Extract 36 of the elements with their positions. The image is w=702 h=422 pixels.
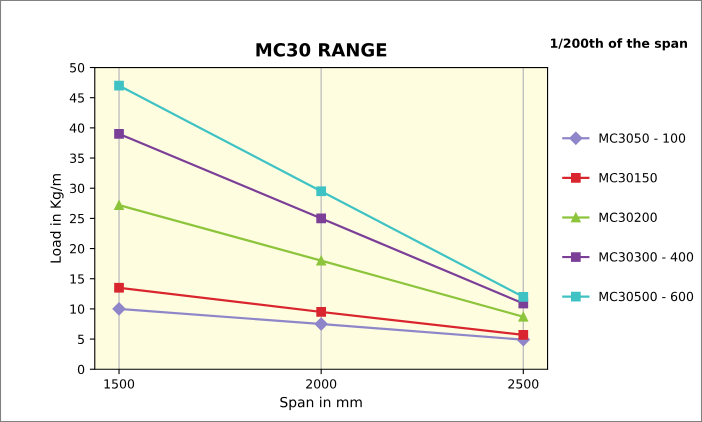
x-tick-label: 1500 (104, 379, 134, 389)
y-tick-label: 25 (70, 214, 84, 224)
point (316, 256, 326, 266)
y-tick-label: 15 (70, 274, 84, 284)
point (114, 129, 124, 139)
point (316, 186, 326, 196)
point (114, 200, 124, 210)
y-tick-label: 0 (78, 364, 84, 374)
legend-label: MC30150 (600, 172, 657, 182)
point (112, 302, 126, 316)
point (316, 214, 326, 224)
point (114, 80, 124, 90)
point (518, 312, 528, 322)
x-tick-label: 2500 (508, 379, 538, 389)
point (316, 307, 326, 317)
x-tick-label: 2000 (306, 379, 336, 389)
legend-label: MC3050 - 100 (600, 133, 686, 143)
legend-label: MC30300 - 400 (600, 252, 694, 262)
y-tick-label: 30 (70, 184, 84, 194)
y-tick-label: 35 (70, 154, 84, 163)
y-tick-label: 50 (70, 62, 84, 72)
legend-label: MC30500 - 600 (600, 292, 694, 302)
y-tick-label: 5 (78, 334, 84, 344)
legend-label: MC30200 (600, 212, 657, 222)
chart-title: MC30 RANGE (256, 43, 386, 57)
point (114, 282, 124, 293)
y-axis-title: Load in Kg/m (50, 174, 64, 262)
y-tick-label: 20 (70, 244, 84, 254)
y-tick-label: 40 (70, 123, 84, 133)
x-axis-title: Span in mm (280, 396, 362, 410)
point (518, 330, 528, 340)
y-tick-label: 45 (70, 93, 84, 103)
y-tick-label: 10 (70, 304, 84, 314)
text: 1/200th of the span (550, 38, 687, 50)
point (314, 317, 328, 331)
point (518, 292, 528, 302)
